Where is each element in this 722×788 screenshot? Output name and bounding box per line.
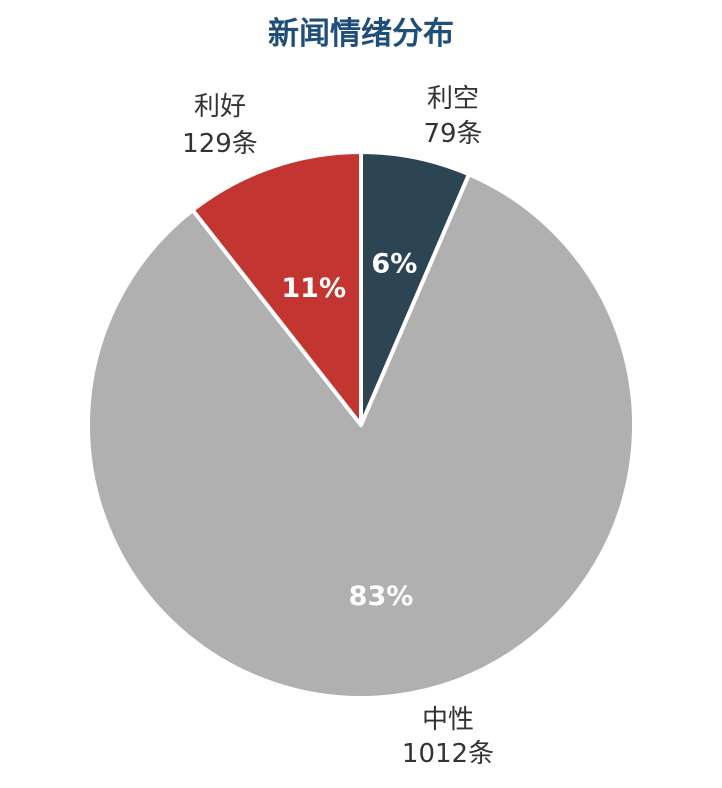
pie-slice-2 [190, 150, 363, 427]
chart-title: 新闻情绪分布 [268, 16, 454, 52]
pie-percent-label-0: 6% [371, 248, 417, 279]
pie-labels: 6% 利空 79条 83% 中性 1012条 11% 利好 129条 [182, 84, 494, 769]
pie-slices [86, 150, 636, 700]
pie-name-label-2: 利好 [194, 92, 246, 122]
pie-slice-0 [359, 150, 472, 427]
pie-name-label-1: 中性 [422, 705, 474, 735]
pie-count-label-1: 1012条 [402, 739, 494, 769]
pie-percent-label-2: 11% [281, 273, 346, 304]
pie-name-label-0: 利空 [427, 84, 479, 114]
pie-slice-1 [86, 172, 636, 700]
pie-count-label-0: 79条 [423, 119, 482, 149]
pie-percent-label-1: 83% [349, 581, 414, 612]
pie-count-label-2: 129条 [182, 129, 258, 159]
